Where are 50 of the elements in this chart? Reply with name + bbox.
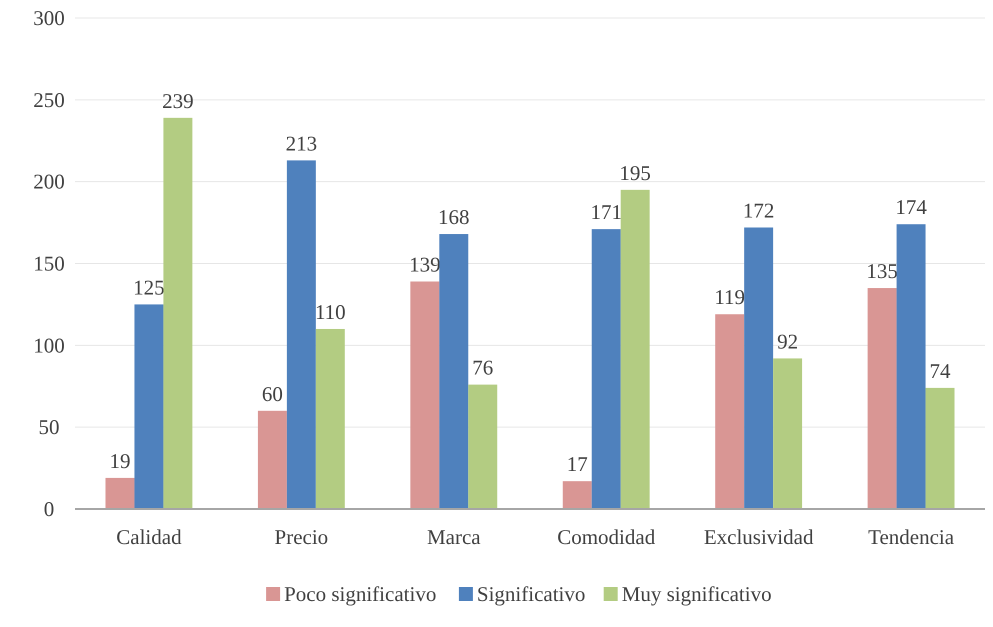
y-tick-label: 0: [44, 497, 54, 521]
bar: [163, 118, 192, 509]
x-tick-label: Exclusividad: [704, 525, 814, 549]
legend-label: Poco significativo: [284, 582, 436, 606]
y-tick-label: 200: [33, 170, 65, 194]
x-tick-label: Tendencia: [868, 525, 955, 549]
data-label: 213: [286, 131, 318, 156]
bar: [286, 160, 316, 509]
y-tick-label: 50: [38, 415, 60, 440]
data-label: 17: [566, 452, 588, 476]
bar: [926, 388, 955, 509]
bar: [134, 304, 164, 509]
y-tick-label: 250: [33, 88, 65, 112]
bar: [592, 229, 621, 509]
y-tick-label: 300: [33, 6, 65, 30]
data-label: 60: [262, 382, 283, 406]
bar: [105, 478, 134, 509]
x-tick-label: Precio: [274, 525, 328, 549]
bar: [258, 410, 287, 509]
data-label: 171: [590, 200, 622, 224]
y-tick-label: 100: [33, 333, 65, 358]
data-label: 74: [930, 358, 952, 383]
data-label: 195: [619, 160, 651, 185]
bar: [410, 282, 440, 509]
data-label: 172: [742, 198, 774, 222]
bar: [715, 314, 744, 509]
x-tick-label: Calidad: [116, 525, 182, 549]
bar: [773, 358, 802, 509]
legend-label: Significativo: [476, 582, 586, 606]
data-label: 125: [133, 275, 165, 300]
x-tick-label: Marca: [426, 525, 482, 549]
bar: [620, 190, 650, 509]
data-label: 92: [777, 329, 798, 354]
data-label: 168: [438, 205, 470, 230]
x-tick-label: Comodidad: [557, 525, 656, 549]
legend-label: Muy significativo: [622, 582, 772, 606]
data-label: 174: [895, 195, 928, 220]
bar: [439, 234, 468, 509]
bar: [468, 384, 498, 509]
data-label: 76: [472, 356, 494, 380]
bar: [868, 288, 897, 509]
data-label: 19: [109, 448, 130, 473]
bar: [896, 224, 926, 509]
bar: [316, 328, 345, 509]
bar: [744, 227, 774, 509]
y-tick-label: 150: [33, 252, 65, 276]
data-label: 239: [162, 88, 194, 113]
data-label: 139: [409, 252, 441, 277]
bar: [562, 481, 592, 509]
data-label: 110: [314, 300, 346, 324]
